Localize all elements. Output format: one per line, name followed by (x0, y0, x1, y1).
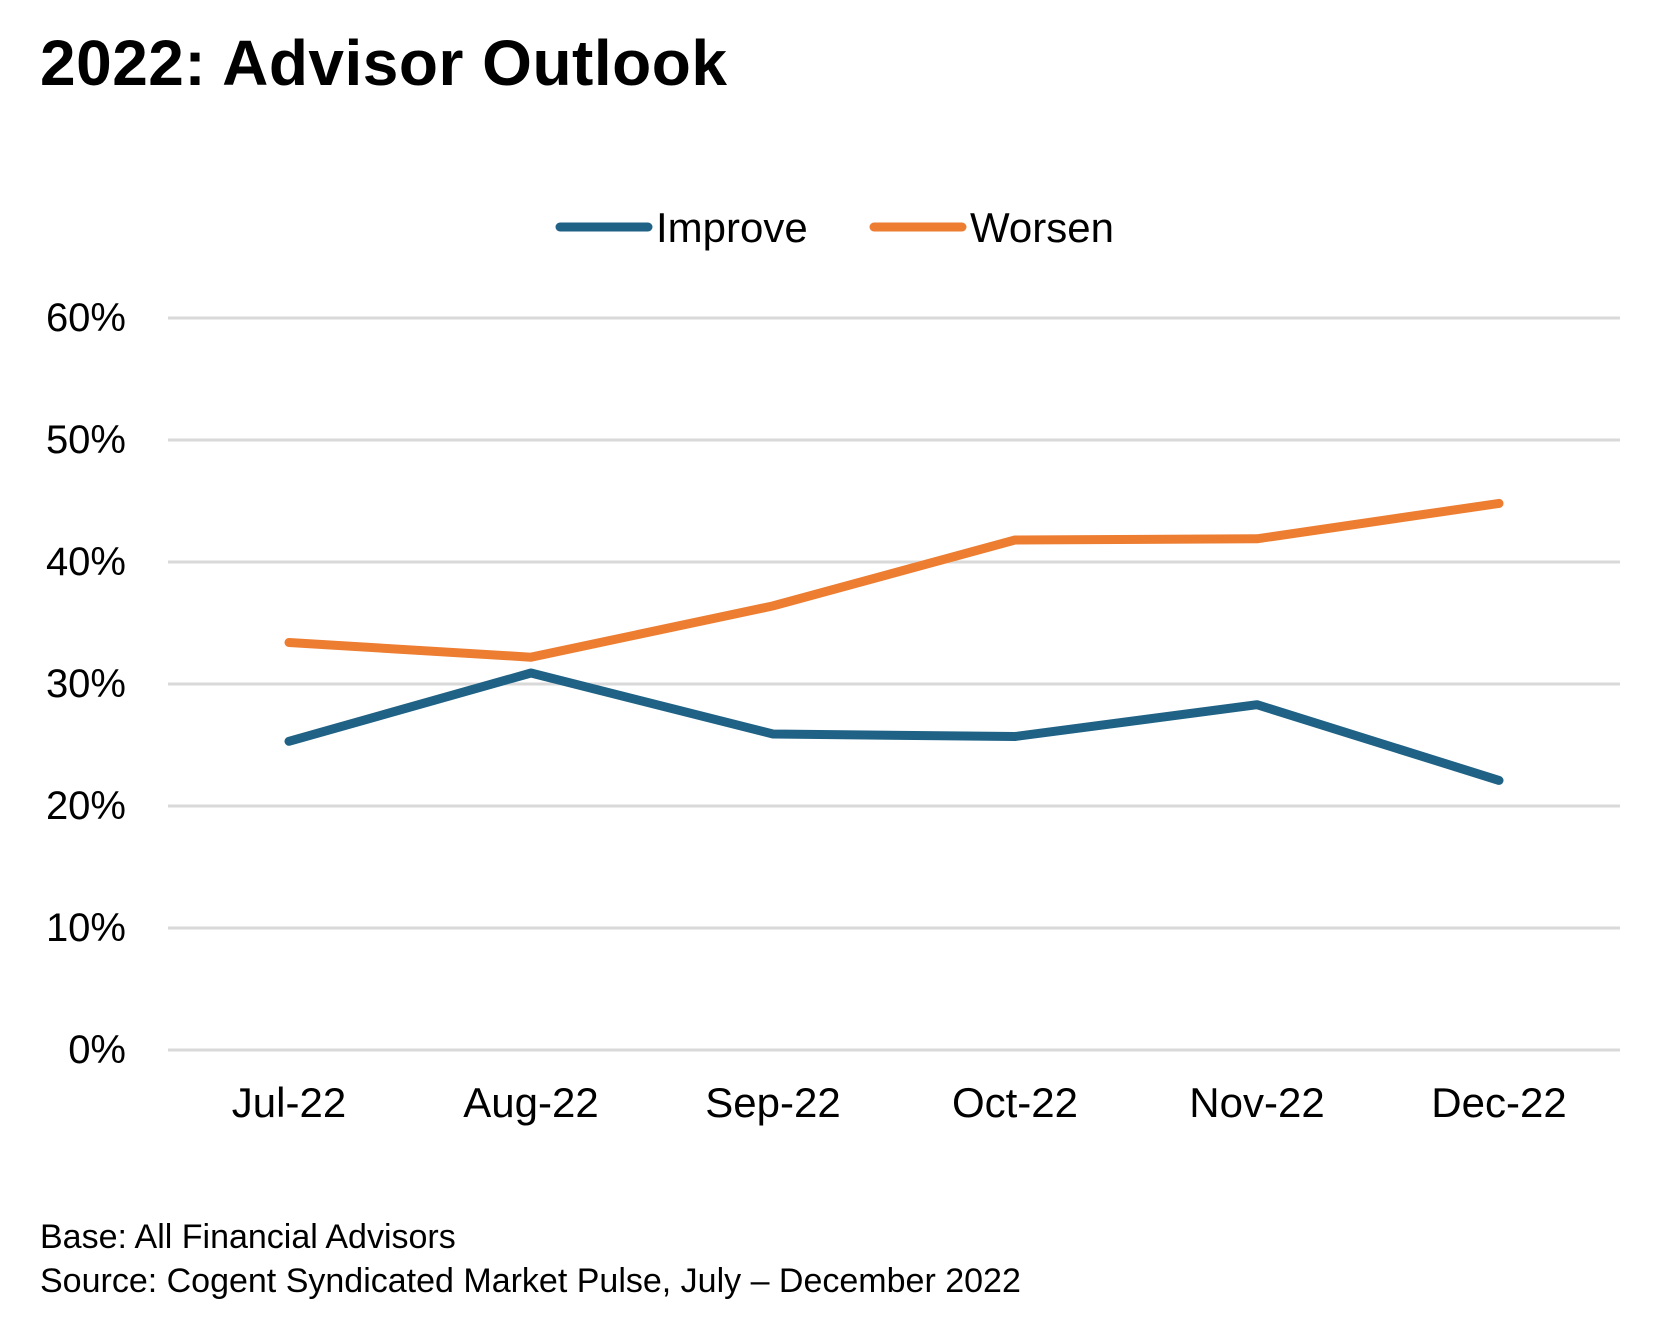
footnote-source: Source: Cogent Syndicated Market Pulse, … (40, 1262, 1021, 1300)
x-tick-label: Aug-22 (463, 1079, 598, 1126)
series-line-worsen (284, 498, 1504, 662)
y-tick-label: 30% (46, 662, 126, 706)
x-tick-label: Nov-22 (1189, 1079, 1324, 1126)
y-tick-label: 10% (46, 906, 126, 950)
legend-label-improve: Improve (656, 204, 808, 251)
footnote-base: Base: All Financial Advisors (40, 1218, 456, 1256)
series-line-improve (284, 668, 1504, 785)
y-tick-label: 0% (68, 1028, 126, 1072)
x-tick-label: Jul-22 (232, 1079, 346, 1126)
y-tick-label: 60% (46, 296, 126, 340)
legend: Improve Worsen (555, 204, 1114, 251)
y-tick-label: 40% (46, 540, 126, 584)
x-tick-label: Sep-22 (705, 1079, 840, 1126)
x-axis-tick-labels: Jul-22 Aug-22 Sep-22 Oct-22 Nov-22 Dec-22 (232, 1079, 1567, 1126)
series-lines (284, 498, 1504, 785)
chart-title: 2022: Advisor Outlook (40, 27, 728, 99)
y-tick-label: 20% (46, 784, 126, 828)
legend-label-worsen: Worsen (970, 204, 1114, 251)
gridlines (168, 316, 1620, 1052)
y-axis-tick-labels: 0% 10% 20% 30% 40% 50% 60% (46, 296, 126, 1072)
y-tick-label: 50% (46, 418, 126, 462)
x-tick-label: Dec-22 (1431, 1079, 1566, 1126)
x-tick-label: Oct-22 (952, 1079, 1078, 1126)
